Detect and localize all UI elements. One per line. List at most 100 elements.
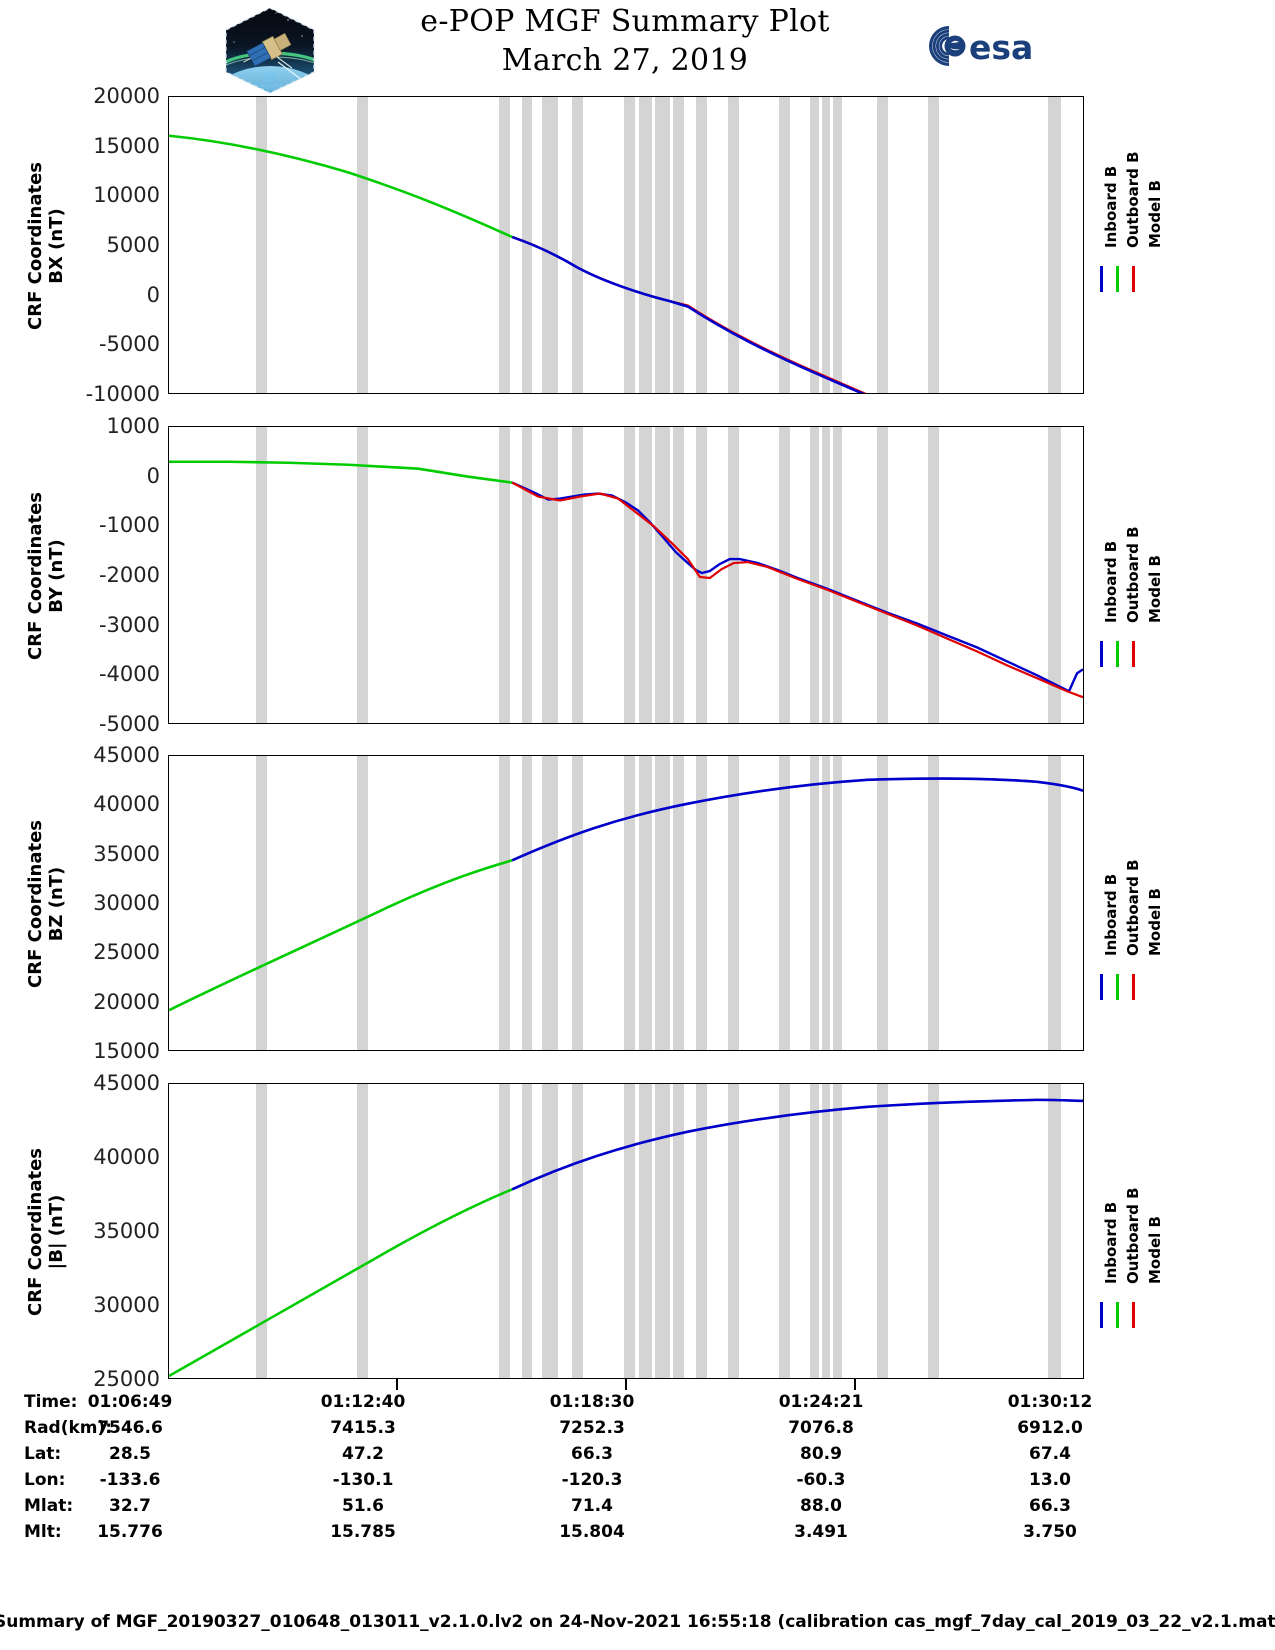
quality-band: [357, 1084, 368, 1378]
legend-key-inboard: [1100, 1302, 1103, 1328]
footer-provenance-text: Summary of MGF_20190327_010648_013011_v2…: [0, 1612, 1275, 1632]
quality-band: [357, 97, 368, 393]
cell-mlat: 32.7: [109, 1496, 151, 1516]
legend-key-outboard: [1116, 1302, 1119, 1328]
quality-band: [357, 756, 368, 1050]
ytick-label: 20000: [93, 989, 160, 1014]
cell-rad: 7546.6: [97, 1418, 163, 1438]
legend-key-outboard: [1116, 974, 1119, 1000]
quality-band: [1048, 97, 1061, 393]
series-inboard-b: [511, 777, 1083, 862]
cell-mlat: 71.4: [571, 1496, 613, 1516]
panel-by-axis-title: CRF Coordinates BY (nT): [25, 492, 67, 660]
quality-band: [673, 1084, 684, 1378]
quality-band: [256, 756, 267, 1050]
quality-band: [522, 756, 532, 1050]
legend-label-inboard: Inboard B: [1102, 873, 1120, 956]
quality-band: [928, 756, 939, 1050]
cell-lat: 80.9: [800, 1444, 842, 1464]
quality-band: [624, 427, 635, 723]
quality-band: [779, 756, 790, 1050]
quality-band: [822, 756, 830, 1050]
legend-label-inboard: Inboard B: [1102, 1201, 1120, 1284]
legend-label-model: Model B: [1146, 180, 1164, 248]
quality-band: [822, 1084, 830, 1378]
quality-band: [655, 756, 670, 1050]
ytick-label: 15000: [93, 133, 160, 158]
cell-rad: 7252.3: [559, 1418, 625, 1438]
ytick-label: -4000: [98, 662, 160, 687]
panel-bx-ytick-labels: 20000 15000 10000 5000 0 -5000 -10000: [8, 84, 160, 406]
quality-band: [655, 427, 670, 723]
quality-band: [639, 97, 652, 393]
quality-band: [810, 97, 819, 393]
cell-mlat: 66.3: [1029, 1496, 1071, 1516]
quality-band: [542, 97, 558, 393]
quality-band: [1048, 427, 1061, 723]
ephemeris-table: Time: 01:06:49 01:12:40 01:18:30 01:24:2…: [0, 1392, 1275, 1548]
ytick-label: -3000: [98, 612, 160, 637]
panel-bz-axis-title: CRF Coordinates BZ (nT): [25, 820, 67, 988]
ytick-label: 15000: [93, 1039, 160, 1063]
panel-bx-plot: [168, 96, 1084, 394]
cell-mlt: 15.776: [97, 1522, 163, 1542]
page-header: CASSIOPE e-POP MGF Summary Plot March 27…: [0, 0, 1275, 94]
panel-bmag-ytick-labels: 45000 40000 35000 30000 25000: [8, 1071, 160, 1391]
panel-bz-legend: Inboard B Outboard B Model B: [1098, 838, 1218, 1000]
quality-band: [499, 756, 510, 1050]
row-label-rad: Rad(km):: [24, 1418, 113, 1438]
panel-by-ytick-labels: 1000 0 -1000 -2000 -3000 -4000 -5000: [8, 414, 160, 736]
legend-label-outboard: Outboard B: [1124, 859, 1142, 956]
quality-band: [572, 756, 583, 1050]
cell-lat: 66.3: [571, 1444, 613, 1464]
cell-rad: 7076.8: [788, 1418, 854, 1438]
cassiope-mission-logo-icon: CASSIOPE: [216, 4, 324, 96]
quality-band: [696, 427, 707, 723]
legend-key-model: [1132, 266, 1135, 292]
cell-time: 01:12:40: [320, 1392, 406, 1412]
cell-mlt: 15.785: [330, 1522, 396, 1542]
ytick-label: 20000: [93, 84, 160, 108]
xtick-mark: [625, 1379, 627, 1390]
quality-band: [542, 756, 558, 1050]
ytick-label: 25000: [93, 940, 160, 965]
mission-logo-wordmark: CASSIOPE: [250, 83, 290, 91]
quality-band: [1048, 1084, 1061, 1378]
ytick-label: 45000: [93, 743, 160, 767]
quality-band: [696, 756, 707, 1050]
cell-mlat: 88.0: [800, 1496, 842, 1516]
legend-label-outboard: Outboard B: [1124, 526, 1142, 623]
series-model-b: [511, 481, 1083, 699]
quality-band: [928, 1084, 939, 1378]
quality-band: [499, 97, 510, 393]
legend-label-inboard: Inboard B: [1102, 540, 1120, 623]
ytick-label: 35000: [93, 1219, 160, 1243]
quality-band: [728, 427, 739, 723]
quality-band: [822, 427, 830, 723]
quality-band: [542, 1084, 558, 1378]
legend-key-outboard: [1116, 641, 1119, 667]
quality-band: [779, 1084, 790, 1378]
cell-lon: -133.6: [99, 1470, 161, 1490]
cell-mlt: 3.491: [794, 1522, 848, 1542]
quality-band: [822, 97, 830, 393]
series-model-b: [511, 777, 1083, 862]
quality-band: [877, 1084, 888, 1378]
legend-key-inboard: [1100, 266, 1103, 292]
quality-band: [877, 756, 888, 1050]
series-model-b: [511, 235, 867, 393]
quality-band: [928, 427, 939, 723]
legend-label-inboard: Inboard B: [1102, 165, 1120, 248]
quality-band: [572, 427, 583, 723]
row-label-lat: Lat:: [24, 1444, 62, 1464]
quality-band: [696, 97, 707, 393]
ytick-label: 45000: [93, 1071, 160, 1095]
quality-band: [673, 756, 684, 1050]
quality-band: [779, 97, 790, 393]
quality-band: [256, 427, 267, 723]
cell-time: 01:18:30: [549, 1392, 635, 1412]
quality-band: [833, 427, 842, 723]
cell-lat: 28.5: [109, 1444, 151, 1464]
legend-label-outboard: Outboard B: [1124, 1187, 1142, 1284]
